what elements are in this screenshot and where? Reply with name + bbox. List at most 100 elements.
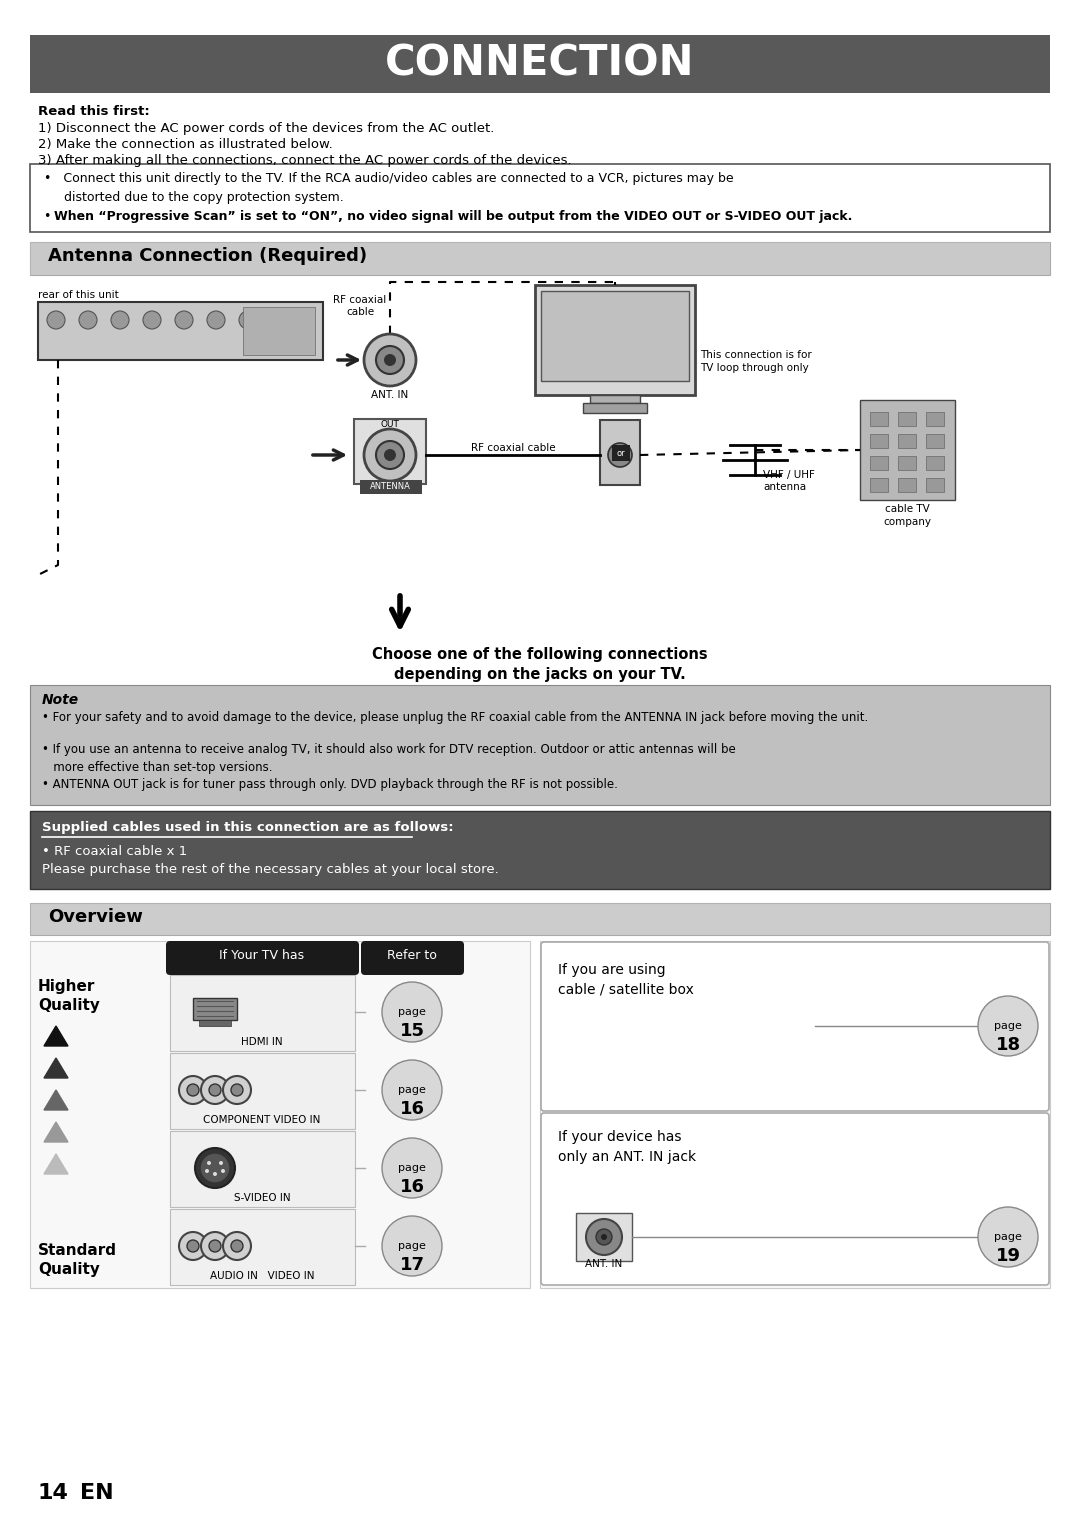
Bar xyxy=(30,811,1050,889)
Bar xyxy=(30,241,1050,275)
Text: 3) After making all the connections, connect the AC power cords of the devices.: 3) After making all the connections, con… xyxy=(38,154,571,167)
Circle shape xyxy=(48,312,65,329)
Circle shape xyxy=(978,1207,1038,1267)
FancyBboxPatch shape xyxy=(166,941,359,975)
Circle shape xyxy=(382,1216,442,1276)
FancyBboxPatch shape xyxy=(541,1112,1049,1285)
Circle shape xyxy=(384,354,396,367)
Circle shape xyxy=(271,312,289,329)
Text: If you are using
cable / satellite box: If you are using cable / satellite box xyxy=(558,963,693,996)
Bar xyxy=(590,396,640,403)
Circle shape xyxy=(384,449,396,461)
Bar xyxy=(30,685,1050,805)
Circle shape xyxy=(382,1060,442,1120)
Text: •: • xyxy=(44,209,64,223)
Circle shape xyxy=(179,1232,207,1261)
Text: 1) Disconnect the AC power cords of the devices from the AC outlet.: 1) Disconnect the AC power cords of the … xyxy=(38,122,495,134)
Text: VHF / UHF
antenna: VHF / UHF antenna xyxy=(762,471,815,492)
Bar xyxy=(897,478,916,492)
Text: • ANTENNA OUT jack is for tuner pass through only. DVD playback through the RF i: • ANTENNA OUT jack is for tuner pass thr… xyxy=(42,778,618,792)
Text: Note: Note xyxy=(42,694,79,707)
Text: ANT. IN: ANT. IN xyxy=(372,390,408,400)
Circle shape xyxy=(111,312,129,329)
Circle shape xyxy=(201,1076,229,1105)
Text: • RF coaxial cable x 1: • RF coaxial cable x 1 xyxy=(42,845,187,859)
Text: 2) Make the connection as illustrated below.: 2) Make the connection as illustrated be… xyxy=(38,138,333,151)
Circle shape xyxy=(222,1232,251,1261)
Circle shape xyxy=(213,1172,217,1177)
Bar xyxy=(600,420,640,484)
Polygon shape xyxy=(44,1122,68,1141)
Bar xyxy=(30,241,1050,275)
Bar xyxy=(897,455,916,471)
Circle shape xyxy=(231,1083,243,1096)
Circle shape xyxy=(210,1241,221,1251)
Text: HDMI IN: HDMI IN xyxy=(241,1038,283,1047)
Bar xyxy=(860,400,955,500)
Bar xyxy=(583,403,647,413)
Text: • If you use an antenna to receive analog TV, it should also work for DTV recept: • If you use an antenna to receive analo… xyxy=(42,743,735,773)
Text: If your device has
only an ANT. IN jack: If your device has only an ANT. IN jack xyxy=(558,1131,697,1163)
Bar xyxy=(170,1209,355,1285)
Bar xyxy=(30,163,1050,232)
Bar xyxy=(354,419,426,484)
Circle shape xyxy=(221,1169,225,1174)
Text: COMPONENT VIDEO IN: COMPONENT VIDEO IN xyxy=(203,1115,321,1125)
Bar xyxy=(926,478,944,492)
Bar xyxy=(360,480,422,494)
Circle shape xyxy=(608,443,632,468)
Circle shape xyxy=(376,345,404,374)
Text: Refer to: Refer to xyxy=(387,949,437,963)
Text: depending on the jacks on your TV.: depending on the jacks on your TV. xyxy=(394,668,686,681)
Circle shape xyxy=(364,335,416,387)
Circle shape xyxy=(364,429,416,481)
Bar xyxy=(540,941,1050,1288)
Bar xyxy=(612,445,630,461)
Bar xyxy=(870,434,888,448)
Circle shape xyxy=(187,1241,199,1251)
Bar xyxy=(30,941,530,1288)
Bar xyxy=(170,975,355,1051)
Circle shape xyxy=(600,1235,607,1241)
Text: 16: 16 xyxy=(400,1178,424,1196)
Text: 15: 15 xyxy=(400,1022,424,1041)
Circle shape xyxy=(205,1169,210,1174)
Text: page: page xyxy=(399,1163,426,1174)
Circle shape xyxy=(382,983,442,1042)
Polygon shape xyxy=(44,1089,68,1109)
Text: 17: 17 xyxy=(400,1256,424,1274)
Text: ANTENNA: ANTENNA xyxy=(369,481,410,490)
Bar xyxy=(170,1053,355,1129)
Circle shape xyxy=(239,312,257,329)
FancyBboxPatch shape xyxy=(541,941,1049,1111)
Bar xyxy=(38,303,323,361)
Bar xyxy=(170,1131,355,1207)
Bar xyxy=(30,903,1050,935)
Circle shape xyxy=(179,1076,207,1105)
Polygon shape xyxy=(44,1025,68,1047)
Text: OUT: OUT xyxy=(380,420,400,429)
Bar xyxy=(926,434,944,448)
Text: Overview: Overview xyxy=(48,908,143,926)
Circle shape xyxy=(978,996,1038,1056)
Bar xyxy=(926,413,944,426)
FancyBboxPatch shape xyxy=(361,941,464,975)
Circle shape xyxy=(195,1148,235,1187)
Text: page: page xyxy=(399,1241,426,1251)
Polygon shape xyxy=(44,1057,68,1077)
Text: Choose one of the following connections: Choose one of the following connections xyxy=(373,646,707,662)
Bar xyxy=(926,455,944,471)
Circle shape xyxy=(382,1138,442,1198)
Circle shape xyxy=(210,1083,221,1096)
Circle shape xyxy=(222,1076,251,1105)
Text: AUDIO IN   VIDEO IN: AUDIO IN VIDEO IN xyxy=(210,1271,314,1280)
Bar xyxy=(30,35,1050,93)
Bar xyxy=(897,434,916,448)
Text: •   Connect this unit directly to the TV. If the RCA audio/video cables are conn: • Connect this unit directly to the TV. … xyxy=(44,173,733,203)
Text: RF coaxial cable: RF coaxial cable xyxy=(471,443,555,452)
Text: • For your safety and to avoid damage to the device, please unplug the RF coaxia: • For your safety and to avoid damage to… xyxy=(42,711,868,724)
Circle shape xyxy=(376,442,404,469)
Bar xyxy=(243,307,315,354)
Text: page: page xyxy=(994,1232,1022,1242)
Text: Higher
Quality: Higher Quality xyxy=(38,979,99,1013)
